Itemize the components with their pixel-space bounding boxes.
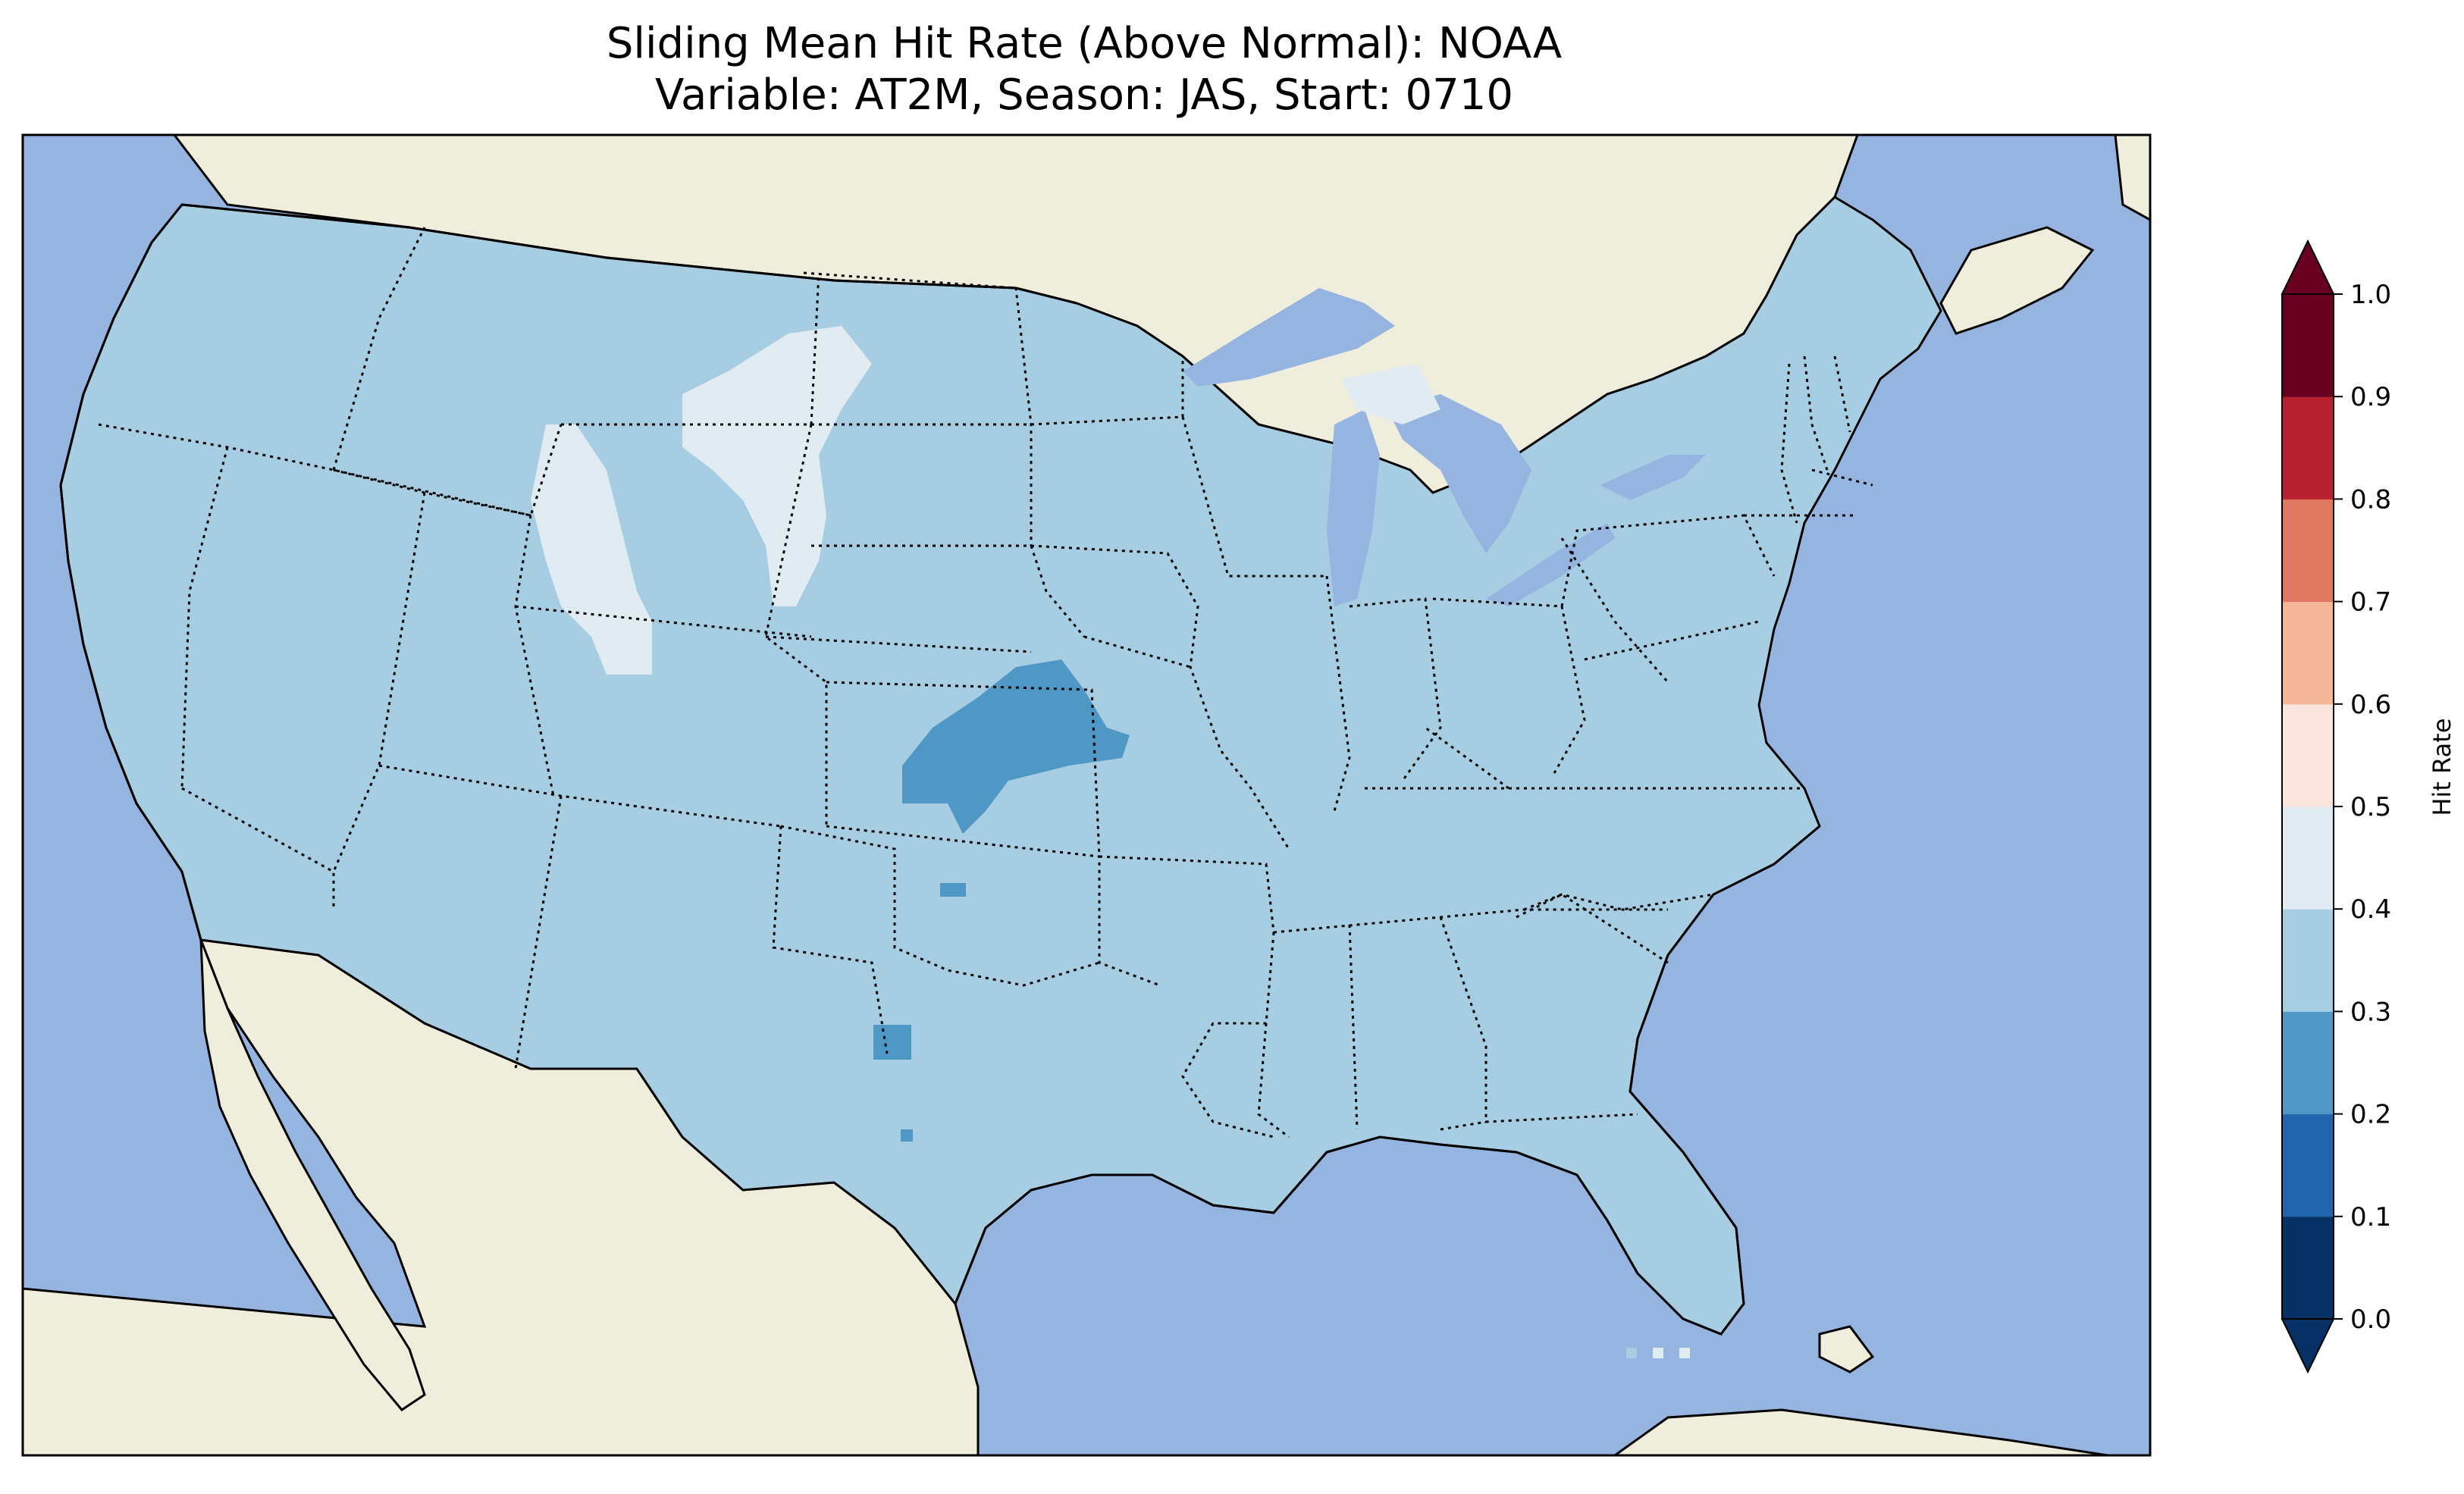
colorbar-extend-min [2281,1318,2335,1374]
colorbar-bin [2282,499,2334,603]
state-borders [98,227,1873,1139]
colorbar-tick-label: 0.8 [2350,484,2391,515]
colorbar-tick-label: 0.7 [2350,587,2391,618]
colorbar-extend-max [2281,239,2335,295]
hit-rate-patch-oklahoma [940,883,966,897]
colorbar-bin [2282,703,2334,807]
hit-rate-patch-michigan [1342,364,1440,424]
hit-rate-patch-texas [873,1025,911,1060]
colorbar-tick-label: 1.0 [2350,280,2391,310]
colorbar-tick-label: 0.9 [2350,382,2391,412]
colorbar-tick-label: 0.4 [2350,894,2391,925]
hit-rate-patch-texas-small [901,1129,913,1142]
colorbar-bin [2282,294,2334,397]
colorbar-bins [2281,239,2335,1374]
colorbar-bin [2282,1011,2334,1115]
hit-rate-dot-1 [1626,1348,1637,1358]
lake-superior [1183,288,1395,387]
colorbar-label: Hit Rate [2428,718,2456,816]
us-canada-border [181,203,1077,305]
lake-huron [1387,394,1531,553]
maritimes-land [1939,226,2095,335]
colorbar-bin [2282,1216,2334,1320]
lake-ontario [1600,455,1706,500]
map-frame [21,133,2152,1457]
newfoundland-land [2114,135,2150,221]
colorbar-bin [2282,396,2334,500]
lake-michigan [1327,409,1380,606]
colorbar-bin [2282,807,2334,910]
cuba-land [1818,1325,1875,1373]
colorbar-tick-label: 0.3 [2350,997,2391,1027]
colorbar-ticks: 0.0 0.1 0.2 0.3 0.4 0.5 0.6 0.7 0.8 0.9 1.0 [2334,280,2391,1335]
colorbar-tick-label: 0.6 [2350,690,2391,720]
colorbar-bin [2282,1113,2334,1217]
hit-rate-patch-kansas [902,659,1130,834]
map-title-line-2: Variable: AT2M, Season: JAS, Start: 0710 [654,70,1513,120]
hit-rate-patch-wyoming [531,424,652,675]
hit-rate-patch-montana [682,326,872,606]
colorbar-tick-label: 0.5 [2350,792,2391,822]
colorbar-bin [2282,909,2334,1012]
colorbar-tick-label: 0.0 [2350,1305,2391,1335]
baja-california-land [199,939,426,1411]
central-america-land [1613,1408,2108,1455]
colorbar-tick-label: 0.2 [2350,1100,2391,1130]
lake-erie [1486,523,1615,606]
coastline [59,204,1820,1336]
colorbar-tick-label: 0.1 [2350,1202,2391,1232]
hit-rate-dot-3 [1679,1348,1690,1358]
colorbar-bin [2282,601,2334,705]
map-title-line-1: Sliding Mean Hit Rate (Above Normal): NO… [606,19,1563,68]
hit-rate-dot-2 [1653,1348,1663,1358]
